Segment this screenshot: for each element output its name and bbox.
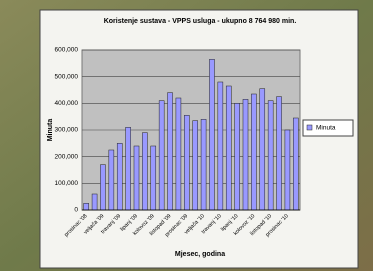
bar [109, 150, 114, 210]
x-axis-label: Mjesec, godina [175, 251, 225, 258]
bar [184, 115, 189, 210]
bar [193, 121, 198, 210]
bar [151, 146, 156, 210]
bar [268, 101, 273, 210]
y-tick-label: 0 [74, 207, 78, 214]
bar [126, 127, 131, 210]
bar [168, 93, 173, 210]
legend-swatch [307, 125, 312, 130]
bar [117, 143, 122, 210]
bar [226, 86, 231, 210]
bar [209, 59, 214, 210]
bar [92, 194, 97, 210]
bar [277, 97, 282, 210]
bar [134, 146, 139, 210]
bar [201, 119, 206, 210]
y-tick-label: 300,000 [55, 127, 79, 134]
bar [235, 103, 240, 210]
y-tick-label: 200,000 [55, 153, 79, 160]
y-tick-label: 400,000 [55, 100, 79, 107]
bar [84, 203, 89, 210]
bar [293, 118, 298, 210]
chart-title: Koristenje sustava - VPPS usluga - ukupn… [104, 18, 297, 25]
y-tick-label: 500,000 [55, 73, 79, 80]
y-axis-label: Minuta [47, 119, 54, 142]
bar [100, 165, 105, 210]
bar [159, 101, 164, 210]
page: Koristenje sustava - VPPS usluga - ukupn… [0, 0, 373, 271]
bar [176, 98, 181, 210]
chart: Koristenje sustava - VPPS usluga - ukupn… [0, 0, 373, 271]
legend-label: Minuta [316, 125, 336, 132]
bar [142, 133, 147, 210]
bar [251, 94, 256, 210]
bar [285, 130, 290, 210]
bar [218, 82, 223, 210]
y-tick-label: 600,000 [55, 47, 79, 54]
bar [243, 99, 248, 210]
y-tick-label: 100,000 [55, 180, 79, 187]
bar [260, 89, 265, 210]
